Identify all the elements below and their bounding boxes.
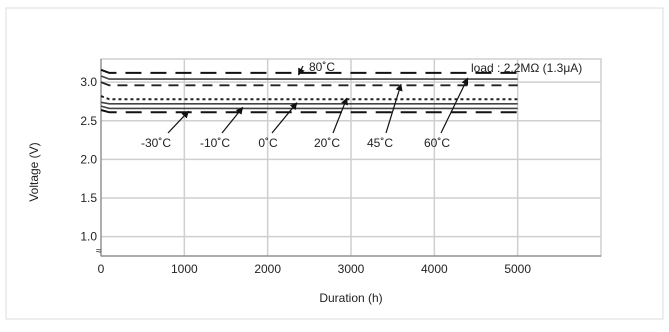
curve-annotation-label: 60˚C (424, 136, 450, 150)
x-tick-label: 2000 (254, 262, 281, 276)
axes: 0 1000 2000 3000 4000 5000 1.0 1.5 2.0 2.5 3.0 ≈ (80, 59, 601, 276)
figure-border (5, 7, 664, 320)
curve-annotation-label: -30˚C (141, 136, 171, 150)
series-line (100, 75, 518, 80)
curve-annotation-label: 0˚C (258, 136, 278, 150)
curve-annotation-label: 45˚C (367, 136, 393, 150)
x-tick-label: 3000 (338, 262, 365, 276)
series-line (100, 68, 518, 74)
series-line (100, 95, 518, 101)
y-tick-label: 2.0 (80, 152, 97, 166)
x-tick-label: 4000 (421, 262, 448, 276)
axis-break-mark: ≈ (96, 246, 102, 257)
curve-annotation-label: -10˚C (200, 136, 230, 150)
annotation-arrow (440, 77, 469, 134)
series-line (100, 101, 518, 105)
y-tick-label: 1.0 (80, 230, 97, 244)
x-tick-label: 1000 (171, 262, 198, 276)
load-annotation: load : 2.2MΩ (1.3μA) (471, 61, 582, 75)
annotation-arrow (297, 65, 305, 76)
series-line (100, 105, 518, 110)
series-line (100, 109, 518, 114)
curve-annotation-label: 20˚C (314, 136, 340, 150)
annotations: 80˚C -30˚C -10˚C 0˚C 20˚C 45˚C 60˚C (141, 60, 469, 150)
annotation-arrow (332, 97, 348, 134)
annotation-arrow (385, 83, 403, 134)
y-axis-label: Voltage (V) (27, 142, 41, 201)
y-tick-label: 1.5 (80, 191, 97, 205)
series-line (100, 81, 518, 87)
y-tick-label: 3.0 (80, 75, 97, 89)
curve-annotation-label: 80˚C (309, 60, 335, 74)
y-tick-label: 2.5 (80, 114, 97, 128)
annotation-arrow (167, 110, 189, 134)
x-tick-label: 5000 (504, 262, 531, 276)
annotation-arrow (221, 106, 244, 134)
annotation-arrow (271, 102, 298, 134)
x-axis-label: Duration (h) (319, 291, 382, 305)
series (100, 68, 518, 114)
x-tick-label: 0 (98, 262, 105, 276)
